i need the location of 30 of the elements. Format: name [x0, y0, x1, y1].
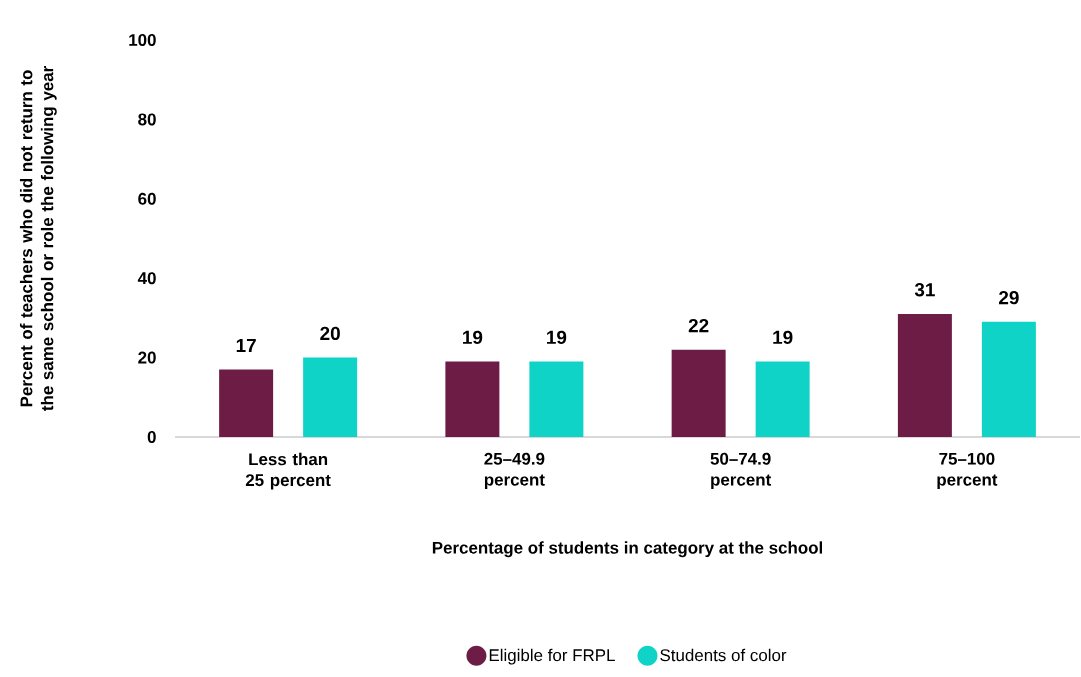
x-tick-label: 25–49.9 percent: [484, 452, 545, 490]
data-label: 29: [999, 290, 1019, 305]
y-axis-title: Percent of teachers who did not return to the same school or role the following year: [19, 66, 57, 411]
y-tick-label: 60: [138, 192, 156, 205]
y-tick-label: 0: [147, 431, 156, 443]
x-tick-label: Less than 25 percent: [245, 452, 331, 490]
data-label: 20: [320, 326, 340, 341]
bar: [529, 361, 584, 437]
data-label: 19: [773, 330, 793, 345]
data-label: 19: [547, 330, 567, 345]
x-axis-title: Percentage of students in category at the school: [432, 541, 823, 558]
bar: [303, 357, 358, 437]
bar: [755, 361, 810, 437]
legend-label: Eligible for FRPL: [489, 648, 615, 665]
y-tick-label: 80: [138, 113, 156, 126]
data-label: 31: [914, 282, 935, 297]
data-label: 17: [236, 338, 256, 352]
y-tick-label: 100: [129, 34, 156, 46]
bar: [897, 313, 952, 437]
data-label: 22: [688, 318, 709, 333]
data-label: 19: [463, 330, 483, 345]
bar: [981, 321, 1036, 437]
legend-label: Students of color: [660, 648, 787, 662]
bar: [671, 349, 726, 437]
x-tick-label: 75–100 percent: [937, 452, 998, 490]
bar: [445, 361, 500, 437]
x-tick-label: 50–74.9 percent: [710, 452, 772, 490]
y-tick-label: 20: [138, 351, 156, 364]
y-tick-label: 40: [137, 272, 156, 285]
bar: [219, 369, 274, 437]
